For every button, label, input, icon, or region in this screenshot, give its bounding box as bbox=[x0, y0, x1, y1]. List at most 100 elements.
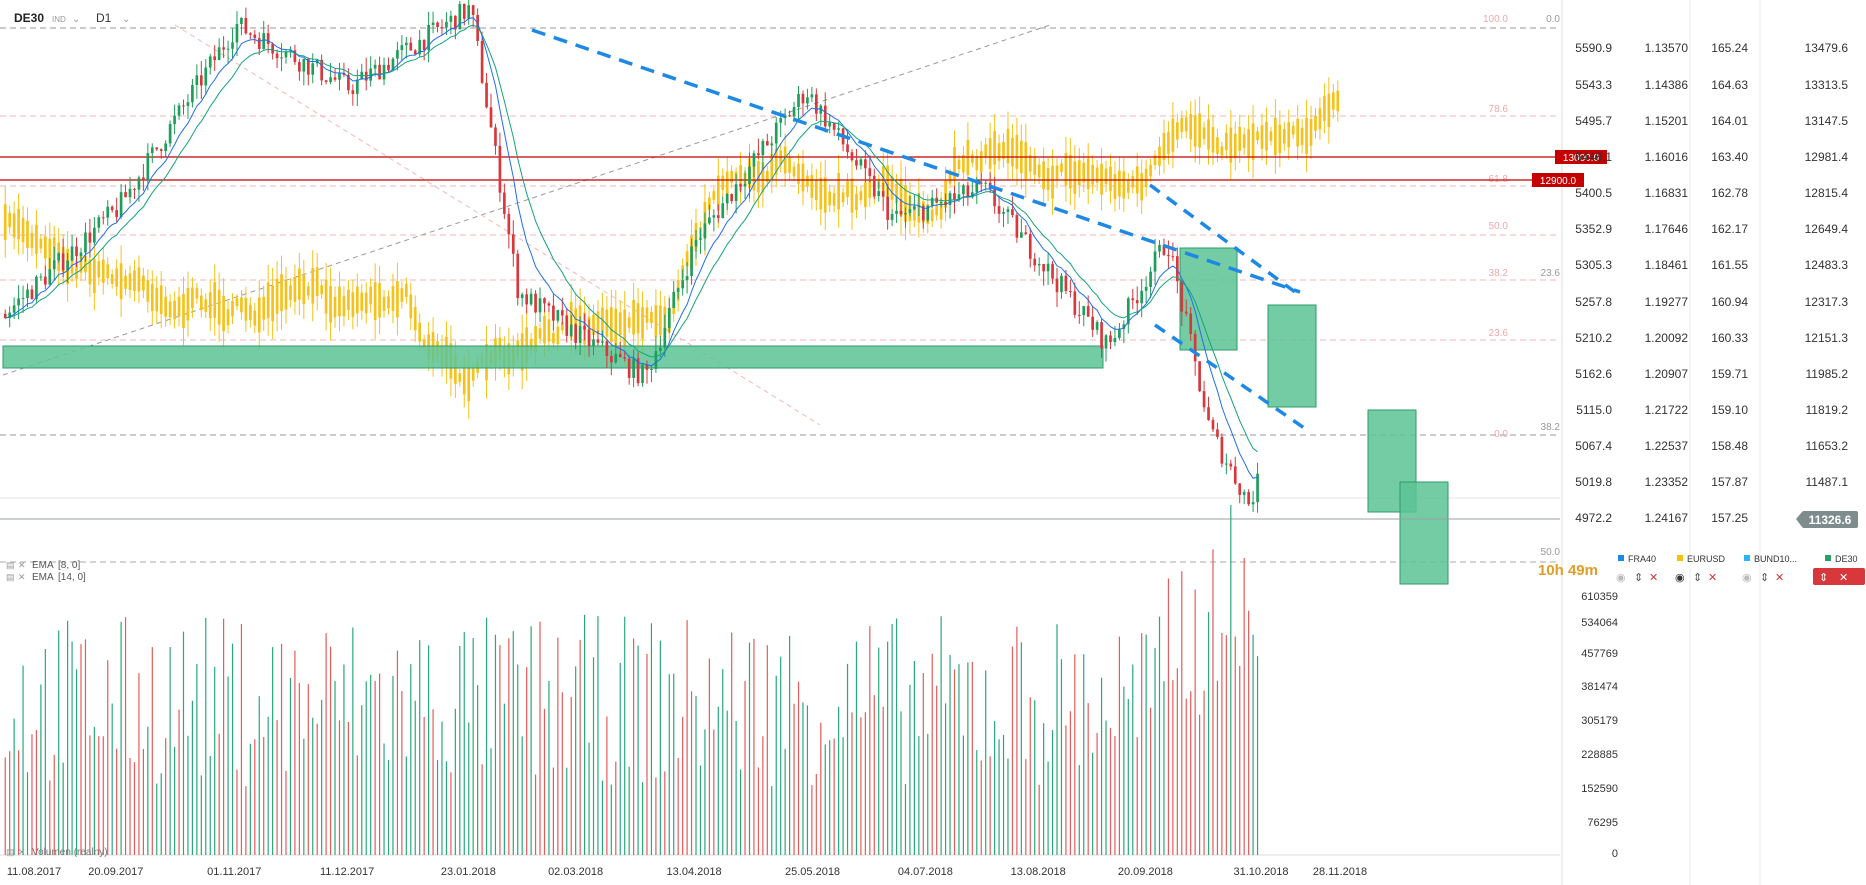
eurusd-candle bbox=[779, 150, 783, 165]
de30-candle bbox=[1238, 483, 1242, 495]
eurusd-candle bbox=[1109, 166, 1112, 192]
volume-tick-label: 305179 bbox=[1581, 715, 1618, 727]
de30-candle bbox=[618, 353, 622, 358]
de30-candle bbox=[333, 77, 337, 80]
de30-candle bbox=[1216, 429, 1219, 437]
eurusd-candle bbox=[302, 274, 306, 305]
de30-candle bbox=[984, 182, 988, 184]
eurusd-candle bbox=[618, 312, 622, 335]
de30-candle bbox=[280, 57, 283, 59]
de30-candle bbox=[721, 203, 725, 218]
indicator-params: [8, 0] bbox=[58, 560, 80, 571]
eurusd-candle bbox=[988, 138, 992, 169]
de30-candle bbox=[391, 58, 395, 71]
eurusd-candle bbox=[1091, 164, 1094, 185]
eurusd-candle bbox=[538, 328, 542, 339]
axis-tick-label: 1.19277 bbox=[1645, 295, 1689, 309]
de30-candle bbox=[373, 64, 377, 69]
eurusd-candle bbox=[1184, 117, 1188, 132]
eurusd-candle bbox=[761, 162, 765, 193]
reorder-icon: ⇕ bbox=[1693, 572, 1702, 584]
eurusd-candle bbox=[173, 300, 176, 320]
fib-label: 78.6 bbox=[1489, 104, 1509, 115]
de30-candle bbox=[886, 196, 889, 220]
eurusd-candle bbox=[1189, 114, 1193, 140]
de30-candle bbox=[739, 184, 742, 187]
eurusd-candle bbox=[409, 294, 413, 319]
eurusd-candle bbox=[324, 279, 328, 314]
pattern-box bbox=[1267, 304, 1317, 408]
de30-candle bbox=[926, 205, 930, 221]
de30-candle bbox=[975, 182, 979, 193]
axis-tick-label: 11487.1 bbox=[1806, 475, 1849, 489]
de30-candle bbox=[110, 206, 114, 211]
de30-candle bbox=[1153, 251, 1157, 272]
eurusd-candle bbox=[993, 130, 996, 165]
eurusd-candle bbox=[333, 296, 337, 318]
eurusd-candle bbox=[609, 307, 613, 342]
de30-candle bbox=[792, 107, 796, 117]
eurusd-candle bbox=[133, 270, 136, 292]
de30-candle bbox=[917, 206, 921, 208]
eurusd-candle bbox=[1122, 171, 1126, 199]
eurusd-candle bbox=[1158, 146, 1161, 166]
eurusd-candle bbox=[128, 273, 132, 290]
eurusd-candle bbox=[84, 255, 87, 273]
axis-tick-label: 5543.3 bbox=[1575, 78, 1612, 92]
de30-candle bbox=[382, 64, 386, 80]
countdown-minutes: 49m bbox=[1568, 562, 1598, 579]
eurusd-candle bbox=[1033, 157, 1037, 175]
eurusd-candle bbox=[1077, 160, 1081, 186]
chevron-down-icon: ⌄ bbox=[72, 14, 80, 25]
eurusd-candle bbox=[979, 151, 983, 173]
axis-tick-label: 5400.5 bbox=[1575, 186, 1612, 200]
eye-icon: ◉ bbox=[1742, 572, 1752, 584]
ema-8-line bbox=[5, 17, 1258, 479]
de30-candle bbox=[1082, 306, 1086, 316]
eurusd-candle bbox=[306, 286, 310, 296]
eurusd-candle bbox=[347, 289, 350, 310]
price-tag-label: 12900.0 bbox=[1540, 176, 1577, 187]
countdown-timer: 10h 49m bbox=[1538, 562, 1598, 579]
volume-label: Volumen (realny) bbox=[32, 847, 108, 858]
de30-candle bbox=[752, 153, 756, 167]
de30-candle bbox=[12, 305, 16, 313]
eurusd-candle bbox=[810, 174, 814, 199]
de30-candle bbox=[774, 122, 778, 144]
axis-tick-label: 5448.1 bbox=[1575, 150, 1612, 164]
de30-candle bbox=[324, 80, 328, 83]
eurusd-candle bbox=[930, 209, 934, 222]
diagonal-trend-line bbox=[2, 24, 1051, 376]
eurusd-candle bbox=[774, 149, 778, 175]
trend-line-lower bbox=[1154, 323, 1311, 434]
de30-candle bbox=[8, 312, 12, 318]
de30-candle bbox=[507, 213, 511, 235]
axis-tick-label: 161.55 bbox=[1711, 258, 1748, 272]
fib-label-right: 38.2 bbox=[1541, 422, 1561, 433]
eurusd-candle bbox=[195, 288, 199, 299]
indicator-close-icon: ✕ bbox=[18, 572, 26, 582]
de30-candle bbox=[329, 77, 332, 83]
chevron-down-icon: ⌄ bbox=[122, 14, 130, 25]
de30-candle bbox=[1198, 361, 1201, 392]
de30-candle bbox=[1073, 291, 1077, 315]
volume-tick-label: 76295 bbox=[1587, 817, 1618, 829]
de30-candle bbox=[1028, 234, 1032, 259]
eurusd-candle bbox=[641, 307, 644, 339]
symbol-label: DE30 bbox=[14, 11, 44, 25]
de30-candle bbox=[650, 368, 653, 370]
de30-candle bbox=[39, 276, 43, 278]
axis-tick-label: 12981.4 bbox=[1805, 150, 1849, 164]
eurusd-candle bbox=[48, 238, 52, 271]
de30-candle bbox=[427, 24, 430, 51]
de30-candle bbox=[84, 232, 87, 253]
eurusd-candle bbox=[797, 163, 800, 184]
de30-candle bbox=[1104, 335, 1108, 349]
eurusd-candle bbox=[846, 181, 849, 197]
eurusd-candle bbox=[471, 368, 475, 381]
de30-candle bbox=[667, 308, 671, 328]
de30-candle bbox=[1189, 313, 1193, 334]
de30-candle bbox=[743, 183, 747, 187]
eurusd-candle bbox=[1198, 113, 1201, 148]
